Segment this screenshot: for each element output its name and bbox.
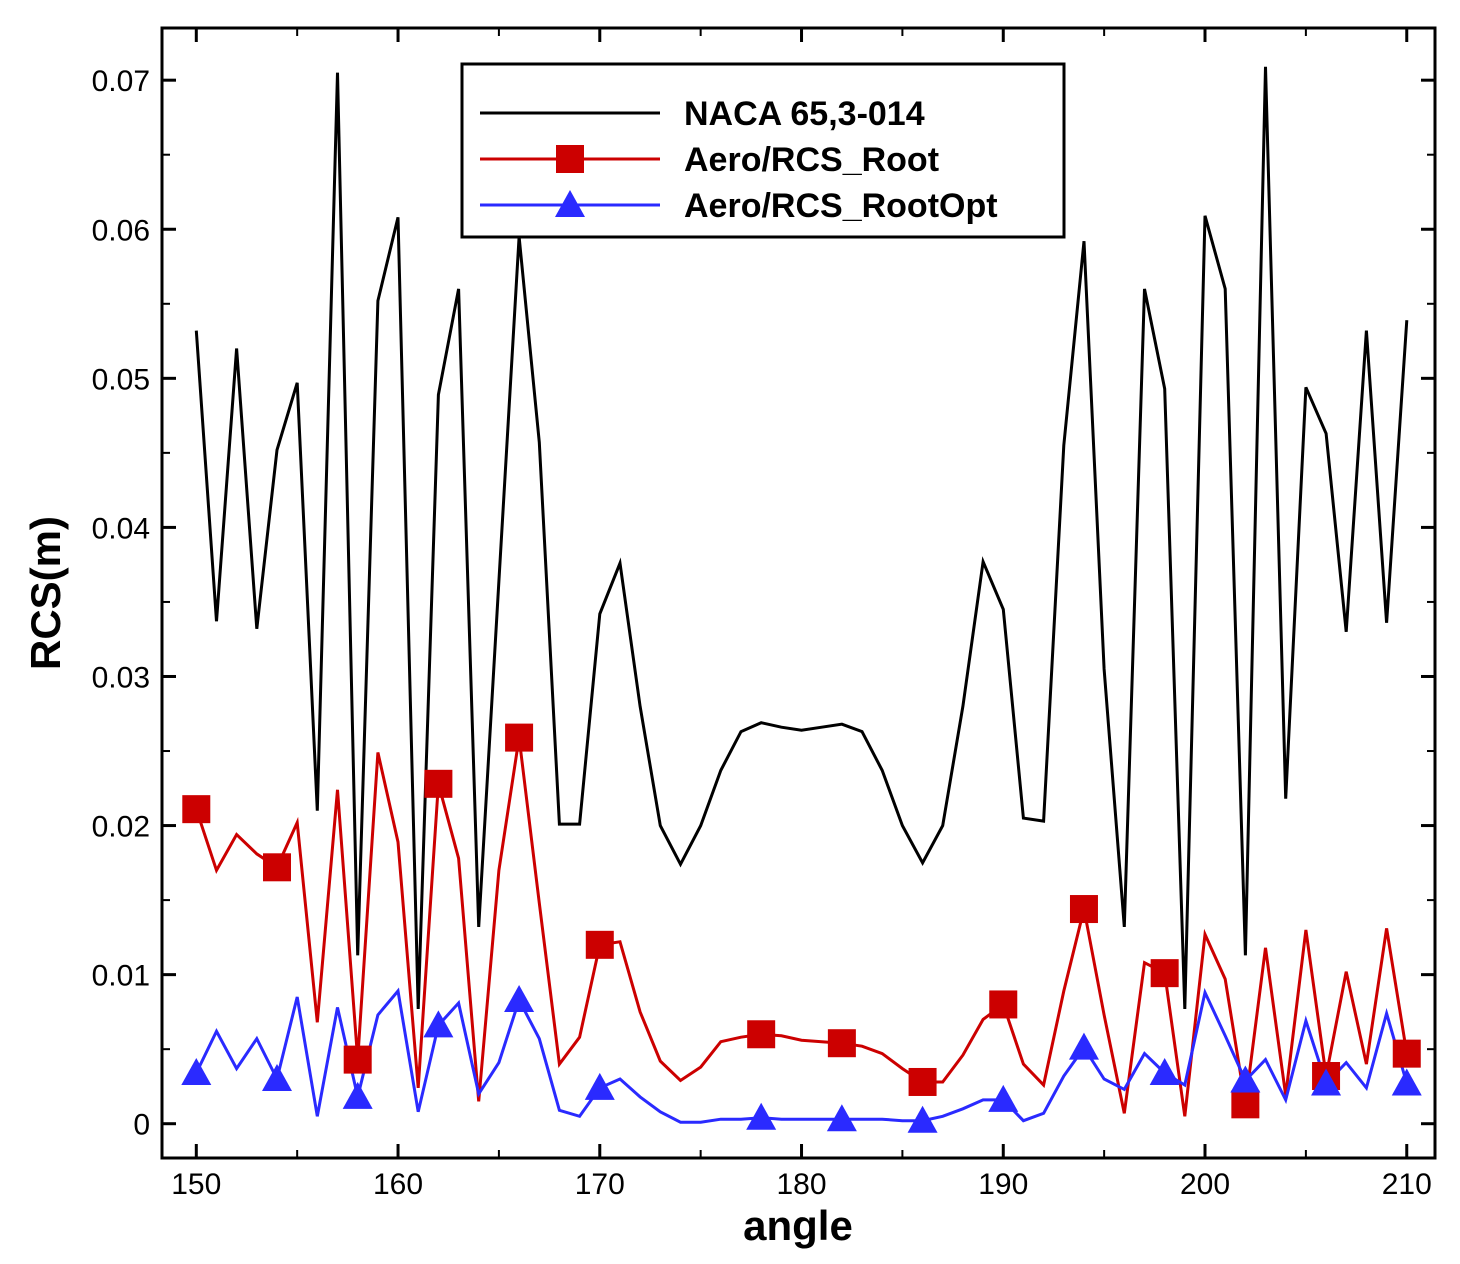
y-tick-label: 0.05 bbox=[92, 363, 150, 396]
x-tick-label: 180 bbox=[776, 1168, 826, 1201]
legend-label-root: Aero/RCS_Root bbox=[684, 141, 939, 179]
data-point-square bbox=[747, 1020, 776, 1049]
series-lines bbox=[194, 66, 1409, 1124]
data-point-square bbox=[262, 853, 291, 882]
data-point-square bbox=[827, 1029, 856, 1058]
y-tick-label: 0.03 bbox=[92, 661, 150, 694]
data-point-triangle bbox=[1068, 1032, 1099, 1060]
data-point-square bbox=[1069, 895, 1098, 924]
data-point-square bbox=[424, 769, 453, 798]
y-axis-title: RCS(m) bbox=[22, 516, 69, 670]
data-point-triangle bbox=[907, 1105, 938, 1133]
x-tick-label: 200 bbox=[1180, 1168, 1230, 1201]
series-markers bbox=[181, 723, 1422, 1133]
data-point-triangle bbox=[746, 1102, 777, 1130]
data-point-square bbox=[505, 723, 534, 752]
y-tick-label: 0.06 bbox=[92, 214, 150, 247]
data-point-triangle bbox=[584, 1072, 615, 1100]
data-point-triangle bbox=[504, 984, 535, 1012]
data-point-square bbox=[1150, 959, 1179, 988]
legend-marker-rootopt bbox=[555, 190, 585, 217]
data-point-triangle bbox=[181, 1058, 212, 1086]
series-line-2 bbox=[194, 987, 1409, 1124]
data-point-triangle bbox=[423, 1010, 454, 1038]
data-point-square bbox=[182, 795, 211, 824]
x-tick-label: 190 bbox=[978, 1168, 1028, 1201]
data-point-square bbox=[1231, 1090, 1260, 1119]
legend-label-naca: NACA 65,3-014 bbox=[684, 95, 925, 133]
data-point-triangle bbox=[261, 1063, 292, 1091]
legend: NACA 65,3-014 Aero/RCS_Root Aero/RCS_Roo… bbox=[460, 62, 1066, 239]
x-axis-ticks: 150 160 170 180 190 200 210 bbox=[171, 28, 1432, 1201]
series-line-0 bbox=[194, 66, 1409, 1009]
plot-frame bbox=[160, 26, 1437, 1160]
y-tick-label: 0.07 bbox=[92, 65, 150, 98]
data-point-triangle bbox=[1149, 1058, 1180, 1086]
data-point-square bbox=[343, 1045, 372, 1074]
data-point-square bbox=[989, 990, 1018, 1019]
x-tick-label: 170 bbox=[575, 1168, 625, 1201]
data-point-triangle bbox=[826, 1104, 857, 1132]
y-tick-label: 0 bbox=[133, 1109, 150, 1142]
data-point-square bbox=[585, 930, 614, 959]
y-tick-label: 0.04 bbox=[92, 512, 150, 545]
data-point-square bbox=[908, 1067, 937, 1096]
y-tick-label: 0.02 bbox=[92, 811, 150, 844]
y-tick-label: 0.01 bbox=[92, 960, 150, 993]
y-axis-ticks: 0 0.01 0.02 0.03 0.04 0.05 0.06 0.07 bbox=[92, 65, 1435, 1142]
data-point-triangle bbox=[1230, 1065, 1261, 1093]
x-tick-label: 160 bbox=[373, 1168, 423, 1201]
series-line-1 bbox=[194, 737, 1409, 1117]
data-point-triangle bbox=[988, 1084, 1019, 1112]
x-tick-label: 210 bbox=[1382, 1168, 1432, 1201]
data-point-square bbox=[1392, 1039, 1421, 1068]
data-point-triangle bbox=[1311, 1068, 1342, 1096]
data-point-triangle bbox=[342, 1081, 373, 1109]
legend-marker-root bbox=[556, 145, 584, 173]
data-point-triangle bbox=[1391, 1068, 1422, 1096]
x-axis-title: angle bbox=[743, 1202, 853, 1249]
x-tick-label: 150 bbox=[171, 1168, 221, 1201]
legend-label-rootopt: Aero/RCS_RootOpt bbox=[684, 187, 998, 225]
